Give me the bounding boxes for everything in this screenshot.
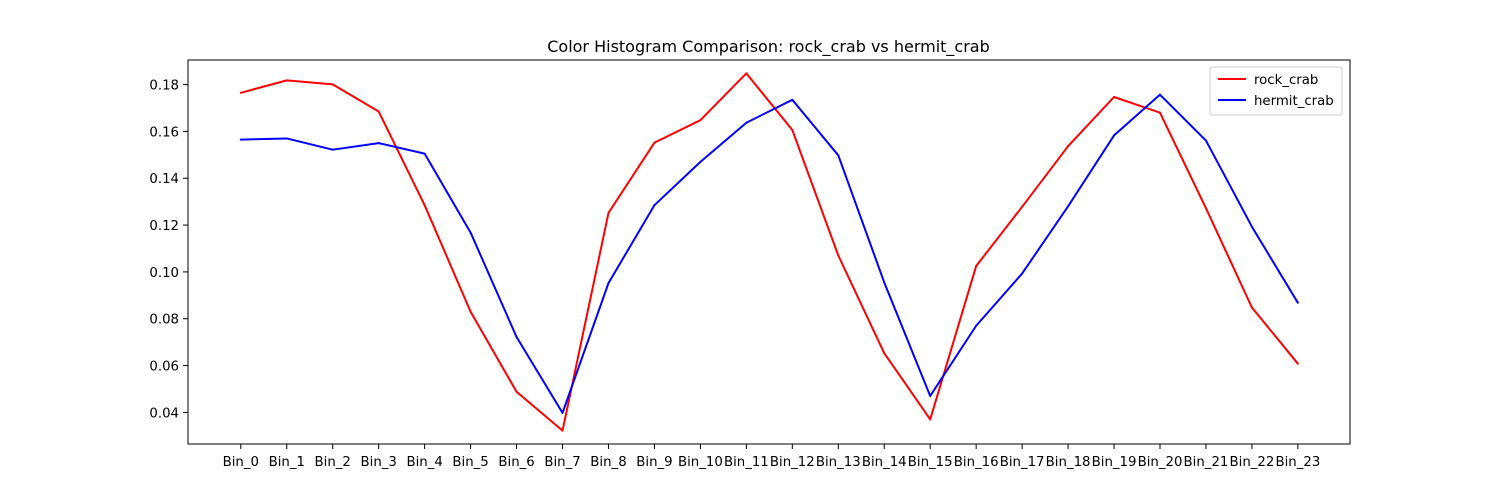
data-point-rock_crab	[699, 119, 702, 122]
series-line-hermit_crab	[240, 93, 1299, 414]
data-point-rock_crab	[791, 129, 794, 132]
x-tick-label: Bin_16	[954, 455, 999, 470]
x-tick-label: Bin_3	[361, 455, 397, 470]
x-tick-label: Bin_0	[223, 455, 259, 470]
x-tick-label: Bin_5	[452, 455, 488, 470]
x-tick-label: Bin_13	[816, 455, 861, 470]
x-tick-label: Bin_2	[315, 455, 351, 470]
legend: rock_crab hermit_crab	[1209, 66, 1343, 116]
data-point-hermit_crab	[469, 231, 472, 234]
x-tick-label: Bin_4	[406, 455, 442, 470]
x-tick-label: Bin_19	[1092, 455, 1137, 470]
y-tick-label: 0.10	[149, 266, 179, 281]
data-point-hermit_crab	[285, 137, 288, 140]
data-point-hermit_crab	[1067, 205, 1070, 208]
data-point-rock_crab	[929, 418, 932, 421]
x-tick-label: Bin_7	[544, 455, 580, 470]
data-point-rock_crab	[975, 265, 978, 268]
x-tick-label: Bin_23	[1275, 455, 1320, 470]
x-tick-label: Bin_8	[590, 455, 626, 470]
data-point-rock_crab	[377, 110, 380, 113]
x-tick-label: Bin_20	[1138, 455, 1183, 470]
x-tick-label: Bin_11	[724, 455, 769, 470]
data-point-hermit_crab	[377, 142, 380, 145]
y-tick-label: 0.14	[149, 172, 179, 187]
data-point-rock_crab	[561, 429, 564, 432]
data-point-hermit_crab	[975, 324, 978, 327]
data-point-rock_crab	[745, 72, 748, 75]
y-tick-label: 0.18	[149, 79, 179, 94]
x-tick-label: Bin_18	[1046, 455, 1091, 470]
data-point-hermit_crab	[607, 282, 610, 285]
x-tick-label: Bin_10	[678, 455, 723, 470]
x-tick-label: Bin_22	[1230, 455, 1275, 470]
data-point-hermit_crab	[423, 152, 426, 155]
chart-title: Color Histogram Comparison: rock_crab vs…	[547, 37, 990, 57]
y-tick-label: 0.08	[149, 313, 179, 328]
data-point-hermit_crab	[1250, 225, 1253, 228]
data-point-hermit_crab	[1296, 301, 1299, 304]
data-point-rock_crab	[1296, 362, 1299, 365]
x-tick-label: Bin_6	[498, 455, 534, 470]
y-tick-label: 0.04	[149, 406, 179, 421]
y-tick-label: 0.06	[149, 360, 179, 375]
data-point-rock_crab	[837, 254, 840, 257]
data-point-hermit_crab	[515, 336, 518, 338]
data-point-rock_crab	[883, 352, 886, 355]
data-point-rock_crab	[1021, 205, 1024, 208]
y-tick-label: 0.12	[149, 219, 179, 234]
data-point-rock_crab	[607, 211, 610, 214]
data-point-rock_crab	[1067, 145, 1070, 148]
data-point-hermit_crab	[1159, 93, 1161, 96]
data-point-hermit_crab	[331, 148, 334, 151]
legend-label: hermit_crab	[1254, 94, 1334, 109]
data-point-hermit_crab	[929, 395, 932, 397]
x-tick-label: Bin_14	[862, 455, 907, 470]
y-tick-label: 0.16	[149, 125, 179, 140]
data-point-hermit_crab	[1021, 272, 1024, 275]
data-point-rock_crab	[1159, 111, 1161, 114]
data-point-hermit_crab	[653, 204, 656, 207]
data-point-rock_crab	[1113, 96, 1116, 98]
data-point-hermit_crab	[837, 154, 840, 157]
y-axis: 0.04 0.06 0.08 0.10 0.12 0.14 0.16 0.18	[149, 79, 188, 421]
data-point-rock_crab	[515, 390, 518, 393]
legend-label: rock_crab	[1254, 73, 1318, 88]
data-point-hermit_crab	[791, 98, 794, 101]
data-point-hermit_crab	[1113, 134, 1116, 137]
x-tick-label: Bin_1	[269, 455, 305, 470]
data-point-hermit_crab	[745, 121, 748, 124]
data-point-rock_crab	[1250, 306, 1253, 309]
data-point-hermit_crab	[1204, 139, 1207, 142]
x-tick-label: Bin_17	[1000, 455, 1045, 470]
series-layer	[239, 72, 1299, 432]
plot-frame	[187, 59, 1351, 445]
data-point-rock_crab	[285, 79, 288, 82]
data-point-rock_crab	[653, 141, 656, 144]
data-point-rock_crab	[331, 83, 334, 86]
data-point-hermit_crab	[883, 281, 886, 284]
data-point-rock_crab	[239, 91, 242, 94]
x-tick-label: Bin_9	[636, 455, 672, 470]
data-point-hermit_crab	[561, 411, 564, 414]
x-tick-label: Bin_12	[770, 455, 815, 470]
x-tick-label: Bin_21	[1184, 455, 1229, 470]
plot-area	[188, 60, 1350, 444]
data-point-rock_crab	[423, 204, 426, 207]
x-axis: Bin_0 Bin_1 Bin_2 Bin_3 Bin_4 Bin_5 Bin_6 Bin_7…	[223, 444, 1320, 470]
data-point-rock_crab	[1204, 207, 1207, 210]
data-point-hermit_crab	[699, 160, 702, 163]
data-point-hermit_crab	[239, 138, 242, 141]
x-tick-label: Bin_15	[908, 455, 953, 470]
series-line-rock_crab	[240, 72, 1299, 432]
data-point-rock_crab	[469, 310, 472, 313]
